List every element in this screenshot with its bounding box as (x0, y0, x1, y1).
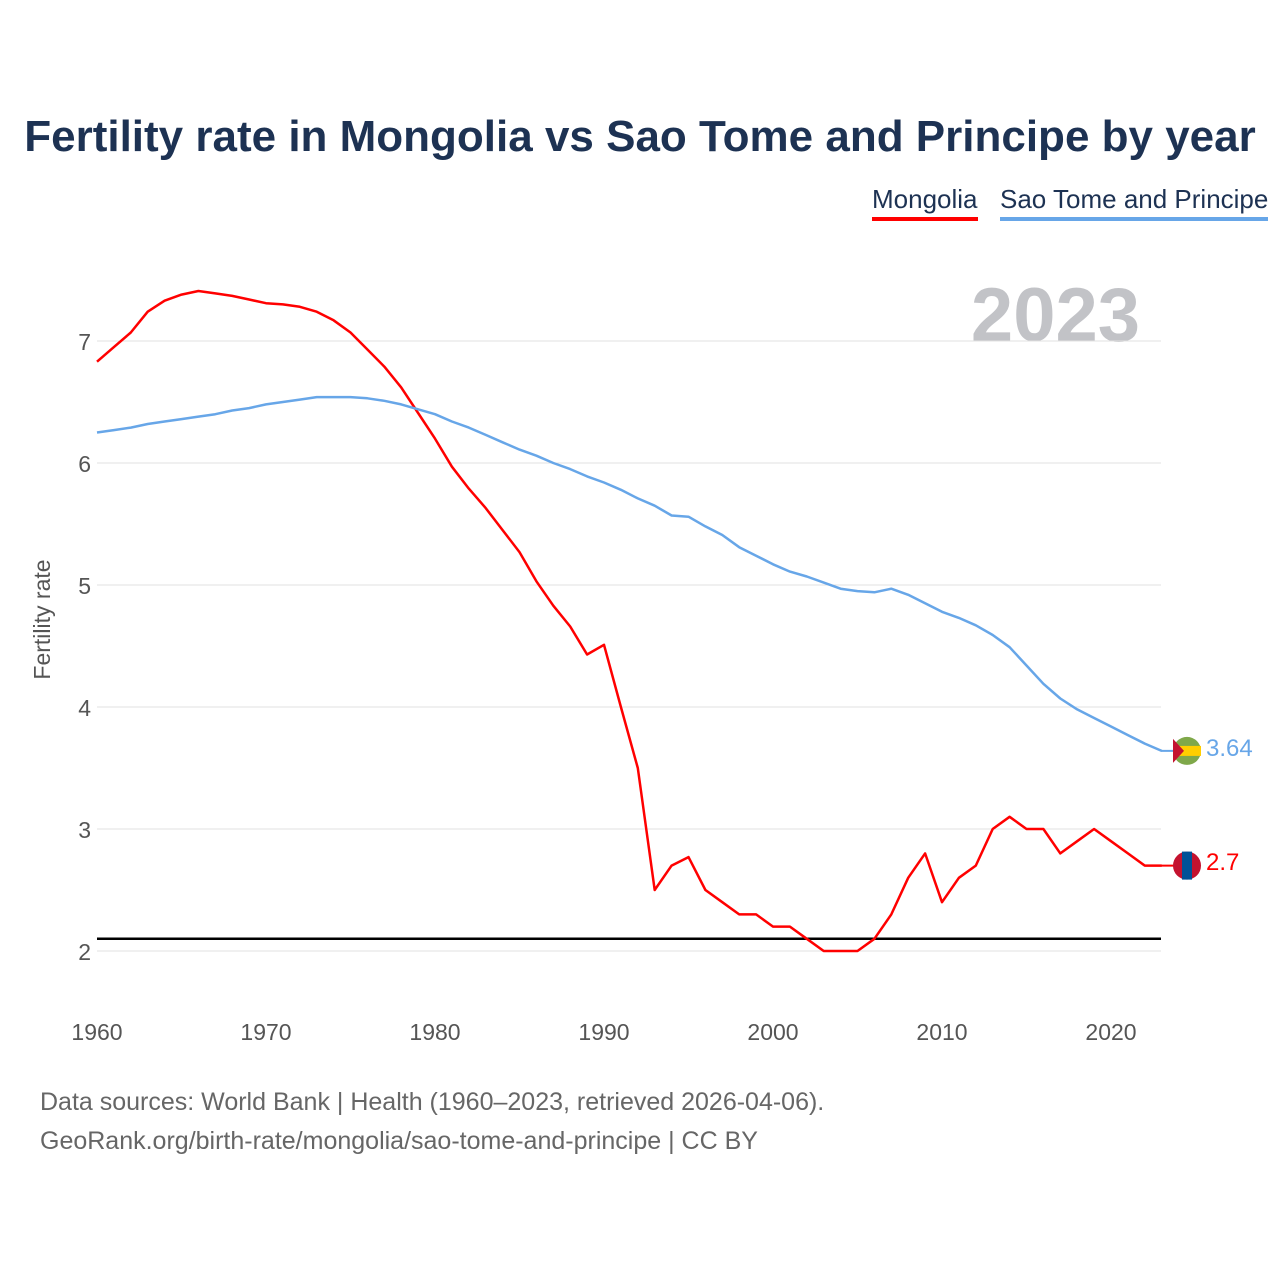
x-tick-label: 1960 (71, 1019, 122, 1045)
series-line-sao-tome[interactable] (96, 395, 1163, 753)
end-label-mongolia: 2.7 (1206, 849, 1240, 876)
y-tick-label: 7 (78, 329, 91, 355)
sao-tome-flag-icon (1173, 736, 1201, 765)
legend-sao-tome[interactable]: Sao Tome and Principe (1000, 184, 1269, 221)
legend-mongolia[interactable]: Mongolia (872, 184, 978, 221)
y-tick-label: 3 (78, 817, 91, 843)
y-tick-label: 4 (78, 695, 91, 721)
chart-title: Fertility rate in Mongolia vs Sao Tome a… (24, 112, 1256, 161)
x-tick-label: 2020 (1085, 1019, 1136, 1045)
y-tick-label: 5 (78, 573, 91, 599)
x-tick-label: 1970 (240, 1019, 291, 1045)
mongolia-flag-icon (1173, 851, 1201, 880)
source-line-2[interactable]: GeoRank.org/birth-rate/mongolia/sao-tome… (40, 1127, 758, 1155)
x-tick-label: 1990 (578, 1019, 629, 1045)
end-label-sao-tome: 3.64 (1206, 735, 1253, 762)
year-watermark: 2023 (970, 273, 1140, 358)
x-tick-label: 2000 (747, 1019, 798, 1045)
x-tick-label: 2010 (916, 1019, 967, 1045)
y-tick-label: 2 (78, 939, 91, 965)
source-line-1: Data sources: World Bank | Health (1960–… (40, 1088, 825, 1116)
series-line-mongolia[interactable] (96, 289, 1162, 953)
x-tick-label: 1980 (409, 1019, 460, 1045)
y-tick-label: 6 (78, 451, 91, 477)
